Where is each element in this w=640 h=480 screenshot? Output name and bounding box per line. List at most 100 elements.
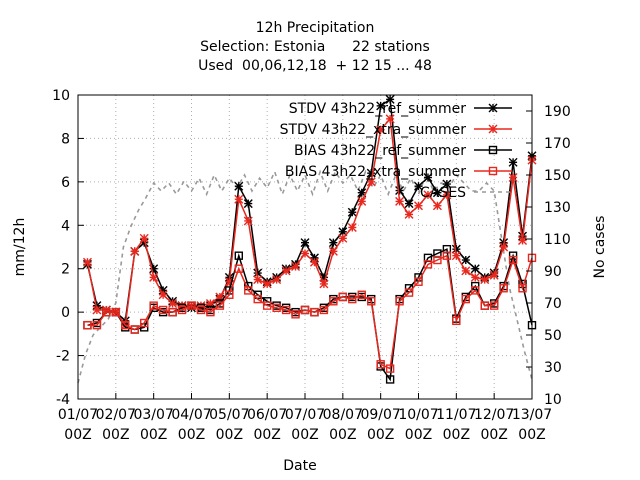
point-marker <box>366 177 376 187</box>
y2-tick-label: 30 <box>544 360 562 376</box>
point-marker <box>347 222 357 232</box>
point-marker <box>376 125 386 135</box>
y-tick-label: 2 <box>61 262 70 278</box>
y-tick-label: -2 <box>56 349 70 365</box>
point-marker <box>414 277 423 286</box>
point-marker <box>121 320 130 330</box>
point-marker <box>262 301 272 310</box>
point-marker <box>130 325 139 334</box>
point-marker <box>234 181 244 191</box>
series-4 <box>83 251 537 373</box>
point-marker <box>149 301 158 310</box>
point-marker <box>461 266 471 276</box>
point-marker <box>385 94 395 104</box>
point-marker <box>385 364 395 373</box>
y2-tick-label: 70 <box>544 296 562 312</box>
point-marker <box>149 272 159 282</box>
point-marker <box>253 294 262 304</box>
point-marker <box>518 284 527 293</box>
point-marker <box>488 103 498 113</box>
point-marker <box>423 260 433 269</box>
point-marker <box>168 307 177 317</box>
point-marker <box>300 249 310 259</box>
legend-label: STDV 43h22_xtra_summer <box>280 122 467 138</box>
point-marker <box>499 242 509 252</box>
point-marker <box>347 207 357 217</box>
x-tick-label: 02/07 00Z <box>96 407 136 443</box>
series-5 <box>77 169 533 384</box>
point-marker <box>281 266 291 276</box>
x-tick-label: 09/07 00Z <box>360 407 400 443</box>
point-marker <box>291 310 300 319</box>
point-marker <box>489 301 499 310</box>
point-marker <box>111 307 121 317</box>
point-marker <box>234 264 243 273</box>
point-marker <box>488 166 498 176</box>
point-marker <box>461 255 471 265</box>
x-tick-label: 06/07 00Z <box>247 407 287 443</box>
point-marker <box>215 301 225 310</box>
point-marker <box>140 318 149 328</box>
point-marker <box>319 279 329 289</box>
point-marker <box>272 303 281 312</box>
y-tick-label: 4 <box>61 218 70 234</box>
point-marker <box>376 101 386 111</box>
legend-label: BIAS 43h22_ref_summer <box>294 143 466 159</box>
point-marker <box>158 290 168 300</box>
y-axis-label: mm/12h <box>12 218 28 277</box>
point-marker <box>404 288 414 297</box>
y2-tick-label: 130 <box>544 200 571 216</box>
point-marker <box>92 305 102 315</box>
y-tick-label: -4 <box>56 392 70 408</box>
data-series <box>82 94 537 384</box>
x-tick-label: 08/07 00Z <box>323 407 363 443</box>
y2-axis-label: No cases <box>592 216 608 279</box>
y2-tick-label: 190 <box>544 104 571 120</box>
point-marker <box>518 235 528 245</box>
point-marker <box>348 294 357 304</box>
point-marker <box>243 216 253 226</box>
point-marker <box>432 201 442 211</box>
point-marker <box>508 157 518 167</box>
point-marker <box>291 262 301 272</box>
point-marker <box>92 320 102 330</box>
point-marker <box>433 255 442 265</box>
point-marker <box>480 301 489 310</box>
y2-tick-label: 150 <box>544 168 571 184</box>
y-axis-ticks: -4 -2 0 2 4 6 8 10 <box>52 88 84 408</box>
point-marker <box>442 179 452 189</box>
point-marker <box>404 209 414 219</box>
point-marker <box>376 360 385 369</box>
y-tick-label: 8 <box>61 131 70 147</box>
point-marker <box>206 307 215 317</box>
point-marker <box>452 316 461 326</box>
legend-label: BIAS 43h22_xtra_summer <box>285 164 466 180</box>
point-marker <box>461 294 470 304</box>
point-marker <box>488 145 498 155</box>
chart-title: 12h Precipitation Selection: Estonia 22 … <box>198 20 432 74</box>
point-marker <box>244 286 253 295</box>
point-marker <box>319 305 329 315</box>
title-line-2: Selection: Estonia 22 stations <box>200 39 430 55</box>
x-tick-label: 13/07 00Z <box>512 407 552 443</box>
point-marker <box>272 275 282 285</box>
point-marker <box>130 246 140 256</box>
point-marker <box>328 238 338 248</box>
point-marker <box>414 181 423 191</box>
point-marker <box>432 188 442 198</box>
point-marker <box>470 272 480 282</box>
x-tick-label: 12/07 00Z <box>474 407 514 443</box>
point-marker <box>281 305 291 315</box>
point-marker <box>300 238 310 248</box>
point-marker <box>309 257 319 267</box>
point-marker <box>262 279 272 289</box>
y2-tick-label: 10 <box>544 392 562 408</box>
y2-tick-label: 170 <box>544 136 571 152</box>
x-tick-label: 03/07 00Z <box>133 407 173 443</box>
point-marker <box>357 290 366 299</box>
title-line-3: Used 00,06,12,18 + 12 15 ... 48 <box>198 58 432 74</box>
point-marker <box>442 251 452 260</box>
point-marker <box>196 305 206 315</box>
